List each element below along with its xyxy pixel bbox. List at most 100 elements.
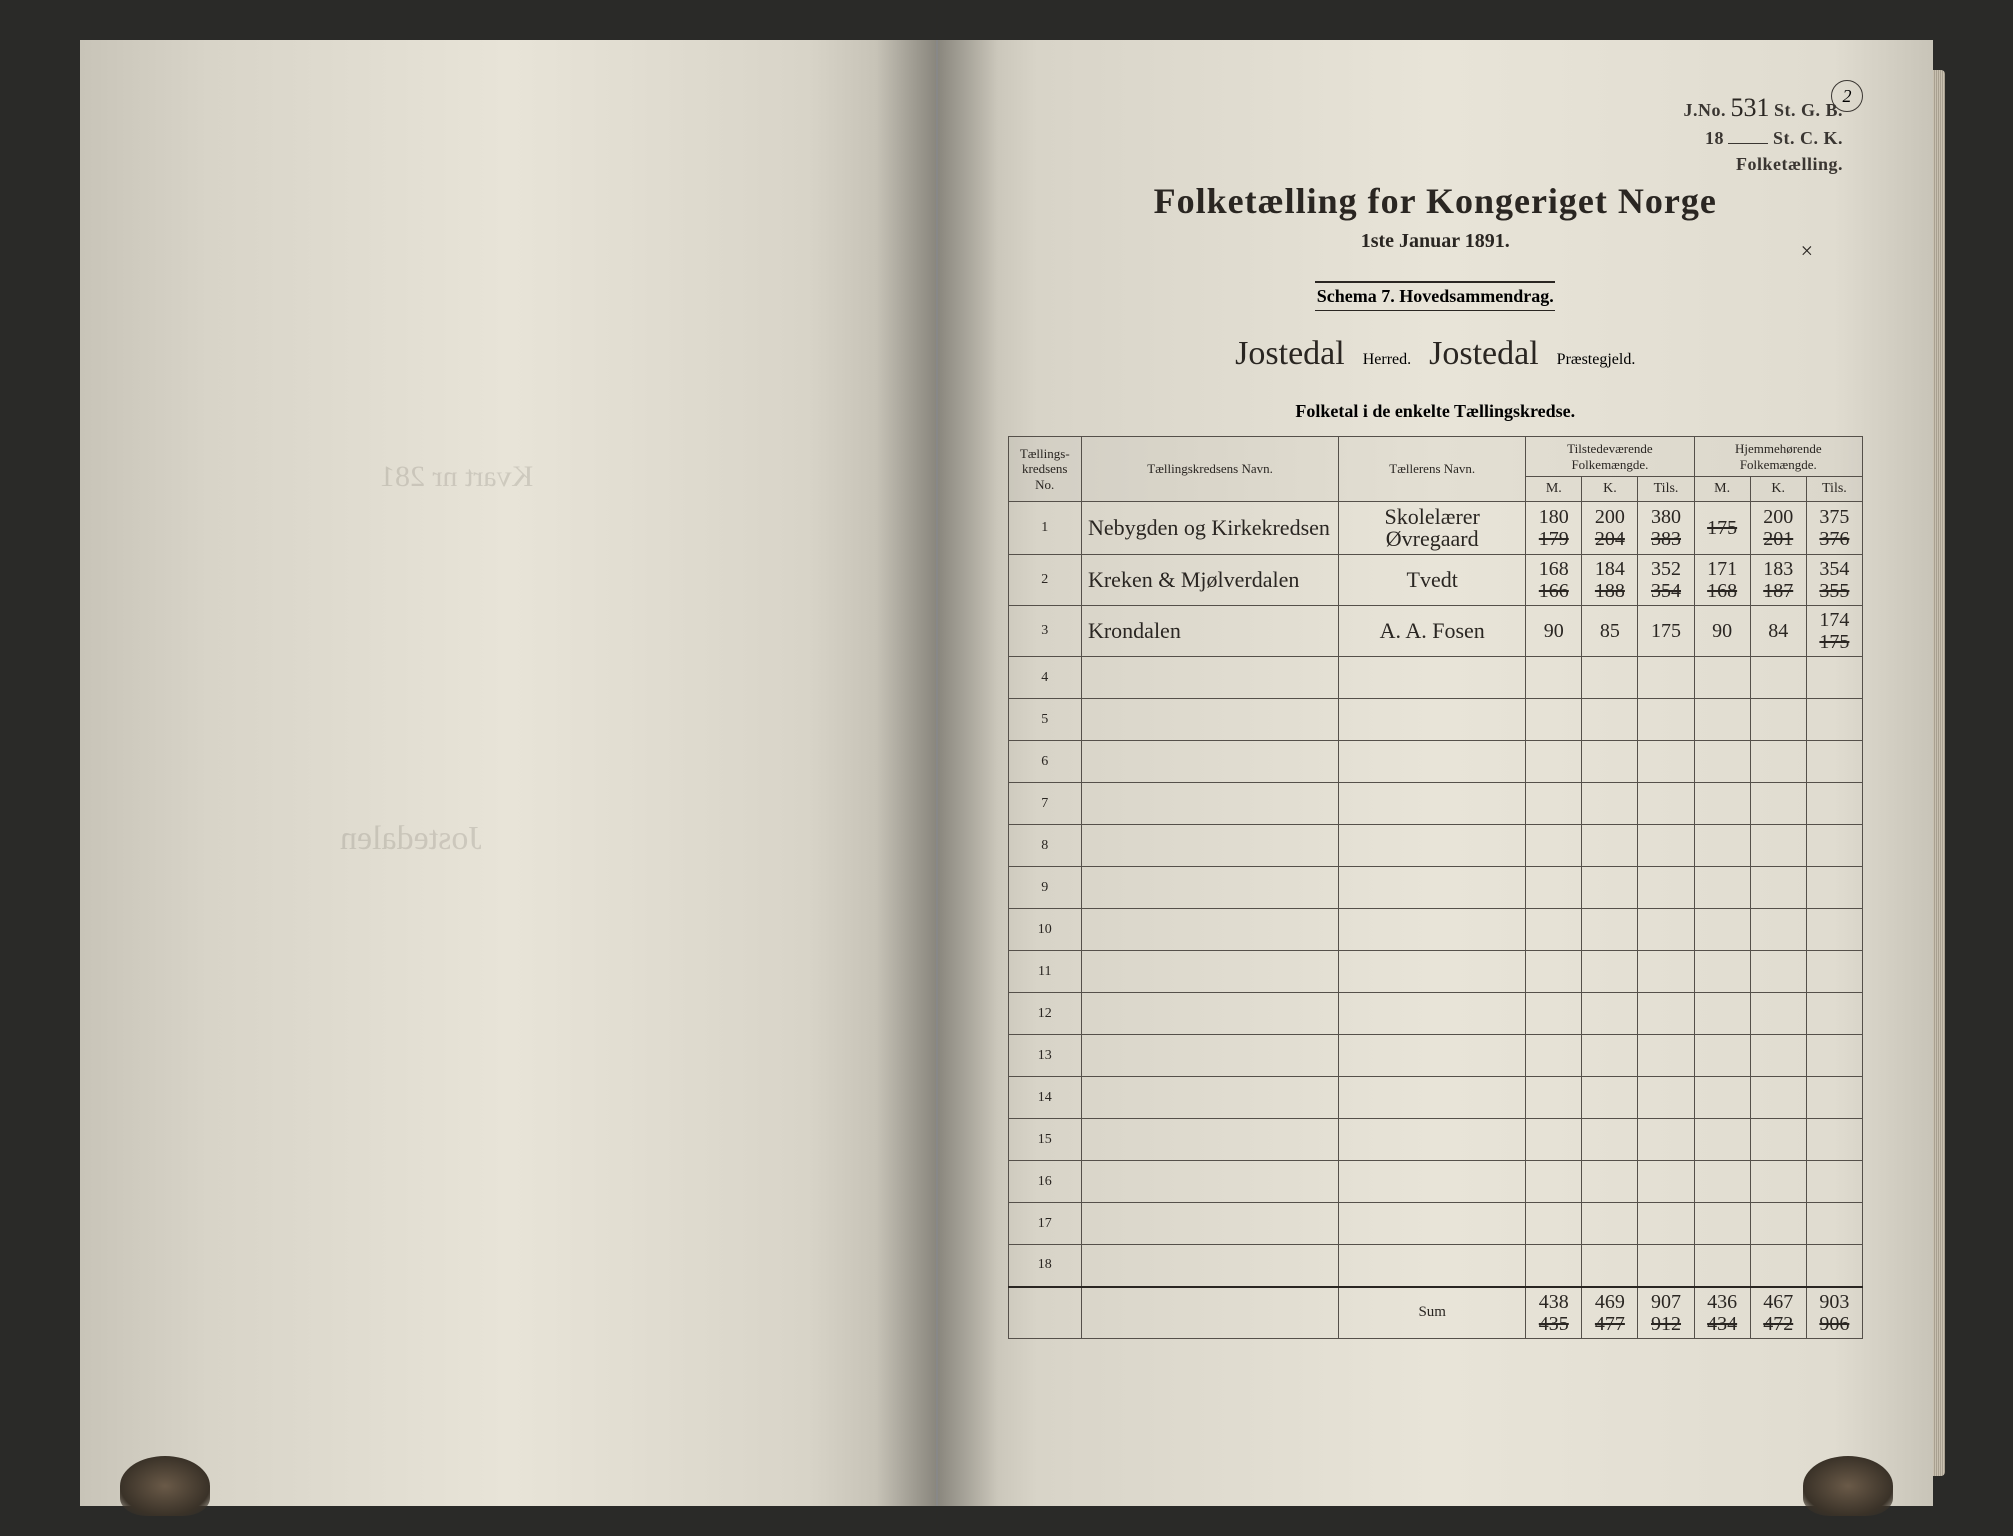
document-subtitle: 1ste Januar 1891.: [1008, 230, 1864, 253]
row-number: 13: [1008, 1035, 1081, 1077]
table-row: 3KrondalenA. A. Fosen90851759084174175: [1008, 606, 1863, 657]
num-cell: 375376: [1806, 502, 1862, 555]
left-page: Kvart nr 281 Jostedalen: [80, 40, 938, 1506]
document-title: Folketælling for Kongeriget Norge: [1008, 180, 1864, 222]
num-cell: 175: [1638, 606, 1694, 657]
num-cell: 171168: [1694, 555, 1750, 606]
empty-cell: [1081, 1119, 1338, 1161]
empty-cell: [1694, 1035, 1750, 1077]
empty-cell: [1081, 1245, 1338, 1287]
empty-cell: [1750, 783, 1806, 825]
empty-cell: [1806, 1077, 1862, 1119]
empty-cell: [1750, 699, 1806, 741]
empty-cell: [1582, 867, 1638, 909]
num-cell: 90: [1526, 606, 1582, 657]
row-number: 8: [1008, 825, 1081, 867]
empty-cell: [1582, 993, 1638, 1035]
sum-blank: [1081, 1287, 1338, 1339]
empty-cell: [1339, 657, 1526, 699]
empty-cell: [1339, 993, 1526, 1035]
empty-cell: [1526, 1245, 1582, 1287]
empty-cell: [1081, 825, 1338, 867]
kreds-name: Nebygden og Kirkekredsen: [1081, 502, 1338, 555]
empty-cell: [1081, 699, 1338, 741]
kreds-name: Krondalen: [1081, 606, 1338, 657]
empty-cell: [1694, 1161, 1750, 1203]
num-cell: 354355: [1806, 555, 1862, 606]
table-row-empty: 18: [1008, 1245, 1863, 1287]
th-t-m: M.: [1526, 477, 1582, 502]
row-number: 14: [1008, 1077, 1081, 1119]
spine-shadow-right: [938, 40, 998, 1506]
empty-cell: [1694, 951, 1750, 993]
row-number: 9: [1008, 867, 1081, 909]
teller-name: Tvedt: [1339, 555, 1526, 606]
page-number: 2: [1843, 86, 1852, 107]
empty-cell: [1694, 909, 1750, 951]
stamp-jno-value: 531: [1730, 93, 1769, 122]
herred-label: Herred.: [1363, 351, 1411, 369]
empty-cell: [1694, 867, 1750, 909]
stamp-year-prefix: 18: [1705, 128, 1724, 148]
th-tilstede: Tilstedeværende Folkemængde.: [1526, 437, 1694, 477]
herred-name: Jostedal: [1235, 335, 1345, 373]
table-row-empty: 8: [1008, 825, 1863, 867]
table-row-empty: 13: [1008, 1035, 1863, 1077]
title-block: Folketælling for Kongeriget Norge 1ste J…: [1008, 180, 1864, 422]
num-cell: 352354: [1638, 555, 1694, 606]
empty-cell: [1081, 1035, 1338, 1077]
teller-name: Skolelærer Øvregaard: [1339, 502, 1526, 555]
teller-name: A. A. Fosen: [1339, 606, 1526, 657]
empty-cell: [1750, 951, 1806, 993]
empty-cell: [1638, 993, 1694, 1035]
sum-blank: [1008, 1287, 1081, 1339]
empty-cell: [1638, 951, 1694, 993]
table-row-empty: 14: [1008, 1077, 1863, 1119]
empty-cell: [1081, 993, 1338, 1035]
empty-cell: [1638, 1245, 1694, 1287]
num-cell: 436434: [1694, 1287, 1750, 1339]
empty-cell: [1806, 699, 1862, 741]
num-cell: 175: [1694, 502, 1750, 555]
empty-cell: [1081, 867, 1338, 909]
th-t-k: K.: [1582, 477, 1638, 502]
empty-cell: [1582, 1245, 1638, 1287]
empty-cell: [1081, 1077, 1338, 1119]
empty-cell: [1694, 1203, 1750, 1245]
empty-cell: [1750, 1245, 1806, 1287]
empty-cell: [1638, 699, 1694, 741]
empty-cell: [1339, 699, 1526, 741]
empty-cell: [1339, 825, 1526, 867]
num-cell: 90: [1694, 606, 1750, 657]
empty-cell: [1694, 993, 1750, 1035]
empty-cell: [1526, 1119, 1582, 1161]
empty-cell: [1339, 909, 1526, 951]
empty-cell: [1582, 1077, 1638, 1119]
empty-cell: [1750, 741, 1806, 783]
row-number: 11: [1008, 951, 1081, 993]
row-number: 16: [1008, 1161, 1081, 1203]
empty-cell: [1806, 825, 1862, 867]
table-row-empty: 6: [1008, 741, 1863, 783]
row-number: 15: [1008, 1119, 1081, 1161]
empty-cell: [1526, 909, 1582, 951]
empty-cell: [1339, 1035, 1526, 1077]
thumb-holder-right: [1803, 1456, 1893, 1516]
row-number: 3: [1008, 606, 1081, 657]
stamp-suffix-2: St. C. K.: [1773, 128, 1843, 148]
empty-cell: [1582, 1161, 1638, 1203]
table-row-empty: 7: [1008, 783, 1863, 825]
empty-cell: [1638, 783, 1694, 825]
empty-cell: [1638, 825, 1694, 867]
empty-cell: [1526, 825, 1582, 867]
empty-cell: [1694, 741, 1750, 783]
empty-cell: [1694, 699, 1750, 741]
table-row-empty: 15: [1008, 1119, 1863, 1161]
table-row-empty: 11: [1008, 951, 1863, 993]
empty-cell: [1638, 657, 1694, 699]
row-number: 1: [1008, 502, 1081, 555]
empty-cell: [1081, 783, 1338, 825]
archive-stamp: J.No. 531 St. G. B. 18 St. C. K. Folketæ…: [1683, 90, 1843, 177]
row-number: 17: [1008, 1203, 1081, 1245]
row-number: 7: [1008, 783, 1081, 825]
